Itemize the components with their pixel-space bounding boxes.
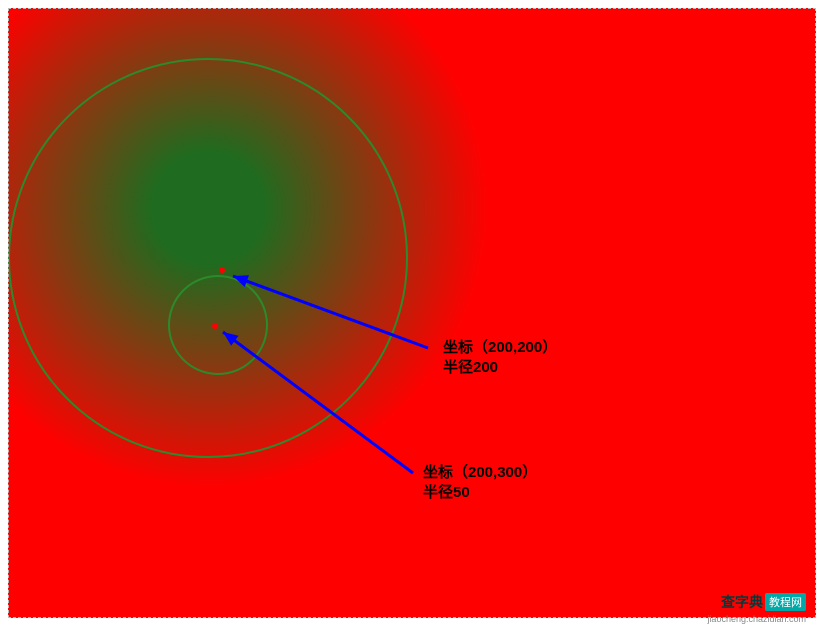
annotation-bottom: 坐标（200,300） 半径50	[423, 463, 537, 502]
annotation-top: 坐标（200,200） 半径200	[443, 338, 557, 377]
outer-circle	[8, 58, 408, 458]
annotation-top-line1: 坐标（200,200）	[443, 338, 557, 358]
annotation-bottom-line2: 半径50	[423, 483, 537, 503]
annotation-top-line2: 半径200	[443, 358, 557, 378]
watermark-url: jiaocheng.chazidian.com	[707, 614, 806, 624]
watermark-logo: 查字典	[721, 592, 763, 612]
watermark-badge: 教程网	[765, 593, 806, 611]
annotation-bottom-line1: 坐标（200,300）	[423, 463, 537, 483]
inner-circle	[168, 275, 268, 375]
top-marker-dot	[219, 267, 225, 273]
watermark: 查字典 教程网	[721, 592, 806, 612]
bottom-marker-dot	[212, 323, 218, 329]
canvas-wrapper: 坐标（200,200） 半径200 坐标（200,300） 半径50 查字典 教…	[8, 8, 816, 618]
